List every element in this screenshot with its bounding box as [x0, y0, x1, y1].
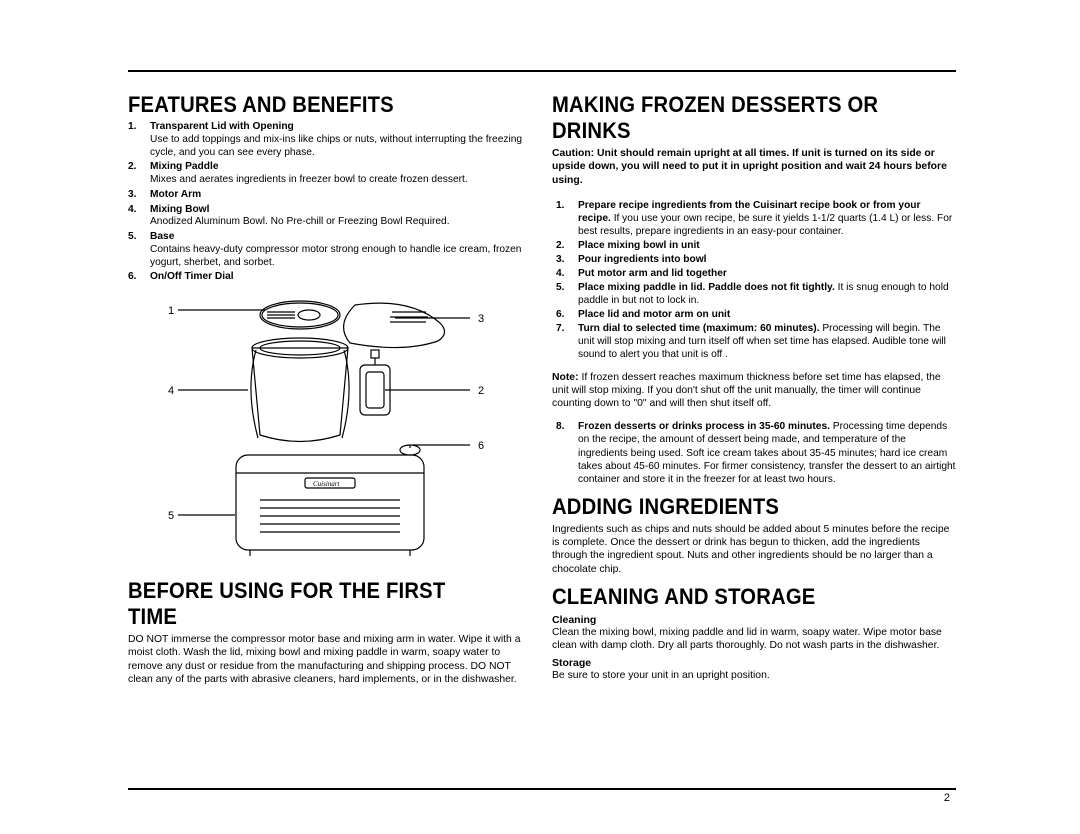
step-item: 2.Place mixing bowl in unit	[578, 239, 956, 252]
step-item: 7.Turn dial to selected time (maximum: 6…	[578, 322, 956, 361]
making-heading: MAKING FROZEN DESSERTS OR DRINKS	[552, 92, 924, 144]
features-list: 1.Transparent Lid with OpeningUse to add…	[128, 121, 532, 284]
cleaning-heading: CLEANING AND STORAGE	[552, 584, 924, 610]
svg-text:Cuisinart: Cuisinart	[313, 480, 341, 488]
feature-item: 4.Mixing BowlAnodized Aluminum Bowl. No …	[150, 204, 532, 230]
right-column: MAKING FROZEN DESSERTS OR DRINKS Caution…	[552, 84, 956, 788]
steps-list-1: 1.Prepare recipe ingredients from the Cu…	[552, 199, 956, 362]
page-number: 2	[944, 792, 950, 804]
step-item: 6.Place lid and motor arm on unit	[578, 308, 956, 321]
note-text: Note: If frozen dessert reaches maximum …	[552, 371, 956, 411]
diagram-label-4: 4	[168, 385, 174, 397]
diagram-label-6: 6	[478, 440, 484, 452]
diagram-label-2: 2	[478, 385, 484, 397]
manual-page: FEATURES AND BENEFITS 1.Transparent Lid …	[128, 70, 956, 790]
storage-text: Be sure to store your unit in an upright…	[552, 669, 956, 682]
feature-item: 1.Transparent Lid with OpeningUse to add…	[150, 121, 532, 159]
step-item: 4.Put motor arm and lid together	[578, 267, 956, 280]
cleaning-text: Clean the mixing bowl, mixing paddle and…	[552, 626, 956, 653]
adding-heading: ADDING INGREDIENTS	[552, 494, 924, 520]
diagram-label-3: 3	[478, 313, 484, 325]
feature-item: 3.Motor Arm	[150, 189, 532, 202]
adding-text: Ingredients such as chips and nuts shoul…	[552, 523, 956, 576]
step-item: 3.Pour ingredients into bowl	[578, 253, 956, 266]
step-item: 8.Frozen desserts or drinks process in 3…	[578, 420, 956, 485]
feature-item: 2.Mixing PaddleMixes and aerates ingredi…	[150, 161, 532, 187]
caution-text: Caution: Unit should remain upright at a…	[552, 147, 956, 187]
feature-item: 5.BaseContains heavy-duty compressor mot…	[150, 231, 532, 269]
steps-list-2: 8.Frozen desserts or drinks process in 3…	[552, 420, 956, 485]
step-item: 5.Place mixing paddle in lid. Paddle doe…	[578, 281, 956, 307]
cleaning-sub: Cleaning	[552, 614, 956, 626]
left-column: FEATURES AND BENEFITS 1.Transparent Lid …	[128, 84, 532, 788]
storage-sub: Storage	[552, 657, 956, 669]
step-item: 1.Prepare recipe ingredients from the Cu…	[578, 199, 956, 238]
parts-diagram: 1 3 4 2 6 5 Cuisinart	[160, 290, 500, 570]
diagram-label-5: 5	[168, 510, 174, 522]
diagram-label-1: 1	[168, 305, 174, 317]
before-heading: BEFORE USING FOR THE FIRST TIME	[128, 578, 500, 630]
feature-item: 6.On/Off Timer Dial	[150, 271, 532, 284]
before-text: DO NOT immerse the compressor motor base…	[128, 633, 532, 686]
features-heading: FEATURES AND BENEFITS	[128, 92, 500, 118]
